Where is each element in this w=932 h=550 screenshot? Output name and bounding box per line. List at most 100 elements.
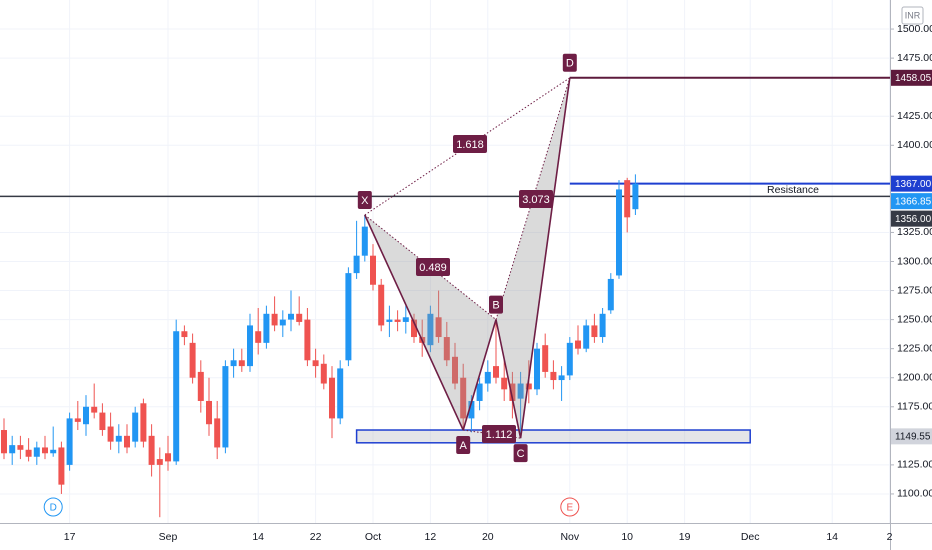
- candle-body: [165, 453, 171, 462]
- y-tick-label: 1400.00: [897, 139, 932, 151]
- candle-body: [189, 342, 196, 378]
- candle-body: [624, 180, 631, 218]
- candle-body: [74, 418, 81, 422]
- event-label: D: [50, 503, 57, 514]
- y-tick-label: 1175.00: [897, 401, 932, 413]
- candle-body: [370, 255, 376, 285]
- price-label-box: [891, 210, 932, 227]
- candle-body: [156, 459, 163, 465]
- y-tick-label: 1200.00: [897, 372, 932, 384]
- pattern-point-box: [562, 53, 577, 72]
- pattern-area: [496, 77, 570, 439]
- candle-body: [115, 435, 122, 442]
- candle-body: [607, 278, 614, 311]
- price-label: 1149.55: [895, 431, 931, 442]
- ratio-label: 0.489: [419, 262, 447, 274]
- candle-body: [304, 319, 311, 361]
- ratio-label: 1.618: [456, 139, 484, 151]
- candle-body: [296, 313, 303, 322]
- candle-body: [181, 331, 188, 338]
- y-tick-label: 1500.00: [897, 23, 932, 35]
- candle-body: [337, 368, 344, 419]
- price-label-box: [891, 193, 932, 210]
- price-label-box: [891, 175, 932, 192]
- candle-body: [222, 366, 229, 448]
- candle-body: [435, 317, 442, 338]
- candle-body: [534, 348, 540, 390]
- currency: INR: [905, 10, 921, 20]
- candle-body: [107, 426, 114, 442]
- x-tick-label: Nov: [560, 531, 579, 543]
- candle-body: [542, 345, 549, 372]
- candle-body: [509, 383, 516, 401]
- y-tick-label: 1425.00: [897, 110, 932, 122]
- candle-body: [1, 430, 7, 454]
- currency-box[interactable]: [901, 6, 924, 25]
- candle-body: [583, 325, 590, 349]
- candle-body: [312, 360, 319, 367]
- ratio-box: [453, 135, 487, 153]
- candle-body: [50, 449, 57, 454]
- candle-body: [468, 400, 475, 419]
- candle-body: [476, 383, 483, 401]
- candle-body: [83, 406, 89, 425]
- candle-body: [255, 331, 262, 343]
- candle-body: [386, 319, 393, 322]
- y-tick-label: 1125.00: [897, 459, 932, 471]
- candle-body: [361, 226, 368, 256]
- pattern-point-label: B: [492, 300, 499, 312]
- ratio-box: [482, 425, 516, 443]
- candle-body: [345, 273, 352, 361]
- price-label: 1458.05: [895, 73, 932, 84]
- candle-body: [17, 445, 24, 450]
- event-marker: [560, 497, 580, 517]
- candle-body: [411, 319, 417, 338]
- pattern-point-label: D: [566, 58, 574, 70]
- axis: 1500.00 1475.00 1425.00 1400.00 1325.00 1300.…: [64, 23, 932, 543]
- candle-body: [247, 325, 253, 367]
- y-tick-label: 1225.00: [897, 342, 932, 354]
- candle-body: [33, 447, 40, 457]
- pattern-point-label: X: [361, 195, 369, 207]
- event-label: E: [566, 503, 573, 514]
- event-marker: [43, 497, 63, 517]
- candle-body: [66, 418, 73, 465]
- y-tick-label: 1100.00: [897, 488, 932, 500]
- price-label-box: [891, 69, 932, 86]
- pattern-leg: [519, 77, 571, 439]
- candle-body: [599, 313, 606, 338]
- candle-body: [427, 313, 434, 346]
- x-tick-label: 20: [482, 531, 494, 543]
- candle-body: [230, 360, 237, 367]
- candle-body: [501, 377, 508, 390]
- candle-body: [353, 255, 360, 274]
- candle-body: [493, 366, 499, 378]
- x-tick-label: 12: [425, 531, 437, 543]
- price-label: 1367.00: [895, 179, 932, 190]
- candle-body: [279, 319, 286, 326]
- candle-body: [288, 313, 294, 320]
- ratio-label: 3.073: [522, 194, 550, 206]
- candle-body: [42, 447, 48, 454]
- candle-body: [9, 445, 16, 454]
- price-label: 1356.00: [895, 214, 932, 225]
- y-tick-label: 1475.00: [897, 52, 932, 64]
- x-tick-label: Sep: [159, 531, 178, 543]
- x-tick-label: 10: [621, 531, 633, 543]
- ratio-box: [416, 258, 450, 276]
- candle-body: [484, 371, 491, 384]
- y-tick-label: 1325.00: [897, 226, 932, 238]
- candle-body: [148, 435, 155, 465]
- candle-body: [25, 449, 32, 457]
- candle-body: [558, 375, 565, 381]
- x-tick-label: 14: [252, 531, 264, 543]
- candle-body: [140, 403, 147, 442]
- candle-body: [173, 331, 180, 462]
- x-tick-label: 22: [310, 531, 322, 543]
- candle-body: [460, 377, 467, 419]
- candle-body: [263, 313, 270, 343]
- ratio-label: 1.112: [486, 429, 513, 441]
- y-tick-label: 1275.00: [897, 284, 932, 296]
